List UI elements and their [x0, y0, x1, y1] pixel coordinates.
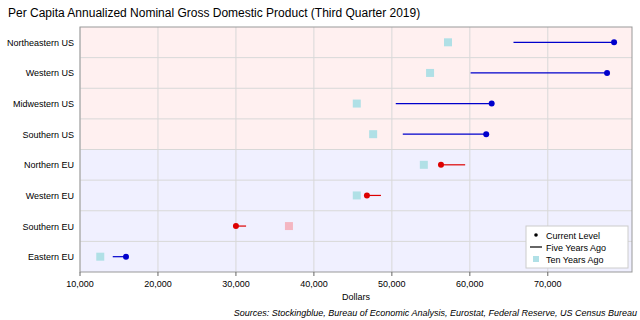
tick-label: 10,000: [66, 279, 94, 289]
category-label: Western US: [26, 68, 74, 78]
row-separator: [80, 149, 632, 150]
ten-years-ago-marker: [96, 253, 104, 261]
tick-label: 50,000: [378, 279, 406, 289]
current-level-marker: [611, 39, 617, 45]
tick-mark: [547, 272, 548, 276]
ten-years-ago-marker: [369, 130, 377, 138]
axis-label: Dollars: [342, 292, 371, 302]
current-level-marker: [604, 70, 610, 76]
ten-years-ago-marker: [353, 191, 361, 199]
tick-mark: [235, 272, 236, 276]
tick-label: 70,000: [534, 279, 562, 289]
source: Sources: Stockingblue, Bureau of Economi…: [234, 308, 637, 318]
tick-label: 60,000: [456, 279, 484, 289]
legend: Current Level Five Years Ago Ten Years Ago: [526, 226, 628, 268]
row-band: [80, 58, 632, 89]
tick-label: 20,000: [144, 279, 172, 289]
row-separator: [80, 210, 632, 211]
tick-mark: [80, 272, 81, 276]
category-label: Southern US: [22, 130, 74, 140]
five-years-ago-line: [471, 72, 607, 73]
row-band: [80, 88, 632, 119]
tick-mark: [313, 272, 314, 276]
legend-label: Current Level: [546, 231, 600, 241]
five-years-ago-line: [513, 42, 614, 43]
tick-label: 40,000: [300, 279, 328, 289]
tick-mark: [157, 272, 158, 276]
current-level-marker: [489, 101, 495, 107]
chart: Per Capita Annualized Nominal Gross Dome…: [0, 0, 640, 320]
category-label: Midwestern US: [13, 99, 74, 109]
row-separator: [80, 88, 632, 89]
row-band: [80, 27, 632, 58]
legend-label: Five Years Ago: [546, 243, 606, 253]
current-level-marker: [483, 131, 489, 137]
ten-years-ago-marker: [285, 222, 293, 230]
category-label: Eastern EU: [28, 252, 74, 262]
row-separator: [80, 118, 632, 119]
tick-mark: [469, 272, 470, 276]
legend-symbol: [530, 246, 542, 247]
five-years-ago-line: [396, 103, 492, 104]
row-separator: [80, 180, 632, 181]
ten-years-ago-marker: [426, 69, 434, 77]
five-years-ago-line: [441, 164, 465, 165]
category-label: Northern EU: [24, 160, 74, 170]
five-years-ago-line: [403, 134, 486, 135]
legend-symbol: [533, 256, 539, 262]
legend-label: Ten Years Ago: [546, 255, 604, 265]
legend-symbol: [534, 233, 538, 237]
ten-years-ago-marker: [353, 100, 361, 108]
current-level-marker: [233, 223, 239, 229]
tick-mark: [391, 272, 392, 276]
category-label: Western EU: [26, 191, 74, 201]
category-label: Southern EU: [22, 222, 74, 232]
ten-years-ago-marker: [420, 161, 428, 169]
plot-frame: [80, 27, 632, 272]
current-level-marker: [364, 192, 370, 198]
row-band: [80, 150, 632, 181]
row-band: [80, 119, 632, 150]
legend-box: [526, 226, 628, 268]
category-label: Northeastern US: [7, 38, 74, 48]
current-level-marker: [438, 162, 444, 168]
ten-years-ago-marker: [444, 38, 452, 46]
row-band: [80, 180, 632, 211]
row-separator: [80, 57, 632, 58]
current-level-marker: [123, 254, 129, 260]
tick-label: 30,000: [222, 279, 250, 289]
title: Per Capita Annualized Nominal Gross Dome…: [8, 6, 420, 20]
